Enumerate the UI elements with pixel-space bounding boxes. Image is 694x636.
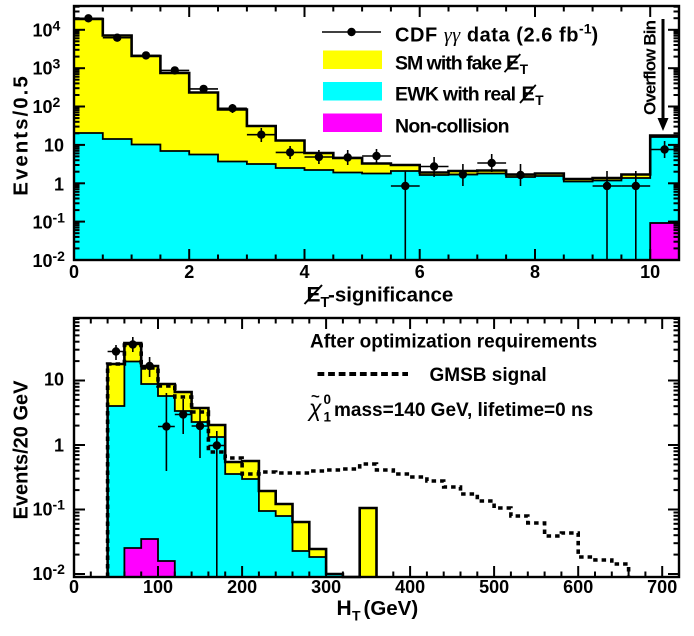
svg-text:EWK with real: EWK with real bbox=[395, 84, 516, 106]
svg-text:T: T bbox=[520, 62, 529, 77]
svg-text:2: 2 bbox=[53, 94, 61, 110]
svg-text:10: 10 bbox=[32, 500, 52, 520]
svg-text:-2: -2 bbox=[53, 561, 66, 577]
svg-text:100: 100 bbox=[143, 577, 173, 597]
svg-text:10: 10 bbox=[32, 564, 52, 584]
svg-text:-significance: -significance bbox=[328, 284, 453, 307]
svg-text:χ: χ bbox=[307, 395, 322, 421]
svg-text:10: 10 bbox=[32, 59, 52, 79]
svg-text:GMSB signal: GMSB signal bbox=[430, 365, 547, 386]
svg-text:CDF γγ data (2.6 fb-1): CDF γγ data (2.6 fb-1) bbox=[395, 21, 599, 47]
svg-text:500: 500 bbox=[479, 577, 509, 597]
svg-text:H: H bbox=[337, 597, 352, 620]
svg-text:0: 0 bbox=[69, 577, 79, 597]
svg-text:SM with fake: SM with fake bbox=[395, 53, 502, 75]
svg-text:700: 700 bbox=[647, 577, 677, 597]
svg-text:Overflow Bin: Overflow Bin bbox=[641, 20, 660, 115]
svg-text:Events/0.5: Events/0.5 bbox=[10, 74, 33, 195]
svg-text:10: 10 bbox=[32, 251, 52, 271]
svg-text:10: 10 bbox=[32, 20, 52, 40]
svg-text:1: 1 bbox=[324, 410, 332, 425]
svg-text:~: ~ bbox=[311, 389, 320, 406]
svg-text:(GeV): (GeV) bbox=[364, 597, 419, 620]
svg-text:Events/20 GeV: Events/20 GeV bbox=[11, 380, 33, 520]
svg-text:2: 2 bbox=[184, 262, 194, 282]
svg-text:1: 1 bbox=[54, 436, 64, 456]
svg-text:0: 0 bbox=[69, 262, 79, 282]
svg-text:1: 1 bbox=[54, 174, 64, 194]
svg-text:10: 10 bbox=[32, 213, 52, 233]
svg-text:T: T bbox=[321, 295, 330, 311]
svg-text:200: 200 bbox=[227, 577, 257, 597]
svg-text:-1: -1 bbox=[53, 210, 66, 226]
svg-text:4: 4 bbox=[53, 17, 61, 33]
svg-text:3: 3 bbox=[53, 56, 61, 72]
svg-text:400: 400 bbox=[395, 577, 425, 597]
svg-text:0: 0 bbox=[324, 392, 332, 407]
svg-text:10: 10 bbox=[44, 135, 64, 155]
svg-text:-1: -1 bbox=[53, 497, 66, 513]
svg-text:mass=140 GeV, lifetime=0 ns: mass=140 GeV, lifetime=0 ns bbox=[334, 400, 593, 421]
svg-text:300: 300 bbox=[311, 577, 341, 597]
svg-text:T: T bbox=[535, 93, 544, 108]
svg-text:4: 4 bbox=[299, 262, 309, 282]
svg-text:10: 10 bbox=[640, 262, 660, 282]
svg-text:-2: -2 bbox=[53, 248, 66, 264]
svg-text:10: 10 bbox=[44, 369, 64, 389]
svg-text:After optimization requirement: After optimization requirements bbox=[310, 332, 597, 353]
svg-text:8: 8 bbox=[530, 262, 540, 282]
svg-text:Non-collision: Non-collision bbox=[395, 115, 509, 137]
svg-text:6: 6 bbox=[415, 262, 425, 282]
svg-text:T: T bbox=[352, 608, 361, 624]
svg-text:10: 10 bbox=[32, 97, 52, 117]
svg-text:600: 600 bbox=[563, 577, 593, 597]
